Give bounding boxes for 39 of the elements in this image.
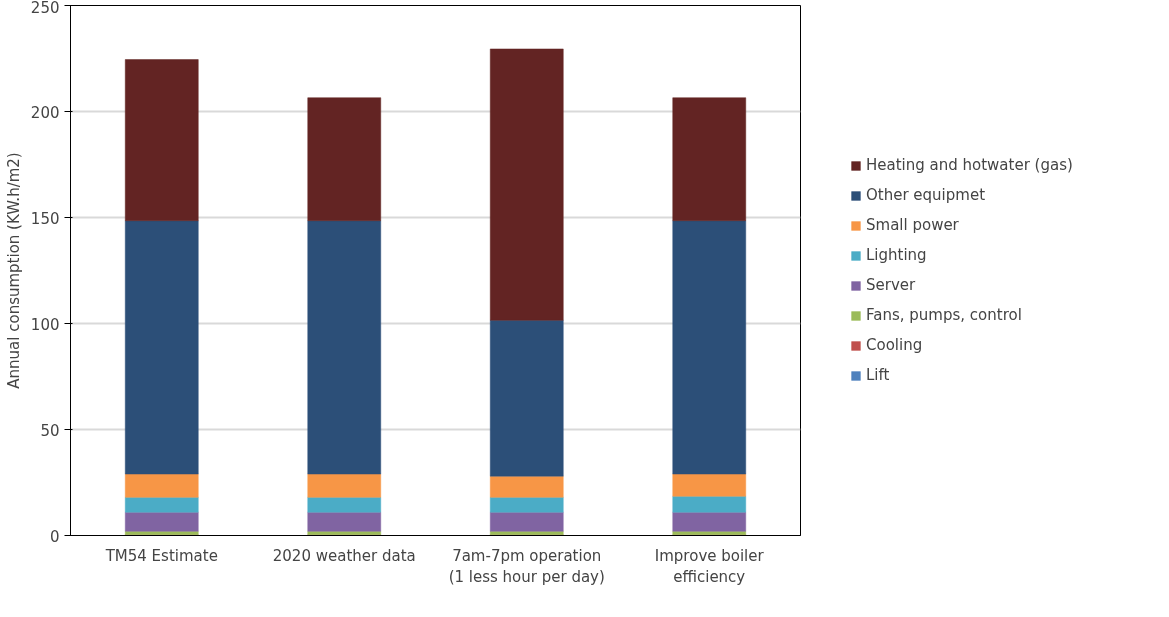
legend-label: Lighting — [866, 246, 927, 264]
bar — [490, 475, 564, 498]
bar — [125, 473, 199, 498]
y-tick-label: 200 — [30, 103, 60, 122]
legend-label: Cooling — [866, 336, 923, 354]
bar — [125, 497, 199, 513]
bar — [307, 511, 381, 532]
legend-label: Lift — [866, 366, 890, 384]
bar — [307, 497, 381, 513]
legend-label: Heating and hotwater (gas) — [866, 156, 1073, 174]
legend-label: Fans, pumps, control — [866, 306, 1022, 324]
legend-label: Other equipmet — [866, 186, 986, 204]
bar — [307, 220, 381, 475]
y-tick-label: 150 — [30, 209, 60, 228]
bar — [490, 511, 564, 532]
bar — [672, 496, 746, 513]
x-tick-label: TM54 Estimate — [104, 546, 218, 565]
bar — [672, 511, 746, 532]
bar — [307, 97, 381, 221]
y-tick-label: 50 — [40, 421, 60, 440]
bar — [672, 97, 746, 221]
bar — [490, 48, 564, 321]
y-tick-label: 100 — [30, 315, 60, 334]
bar — [125, 59, 199, 221]
legend-label: Small power — [866, 216, 959, 234]
bar — [672, 473, 746, 497]
x-tick-label: 2020 weather data — [272, 546, 416, 565]
y-tick-label: 250 — [30, 0, 60, 17]
bar — [672, 220, 746, 475]
bar — [490, 497, 564, 513]
bar — [307, 473, 381, 498]
legend-label: Server — [866, 276, 916, 294]
bar — [125, 511, 199, 532]
bar — [125, 220, 199, 475]
y-tick-label: 0 — [49, 527, 60, 546]
y-axis-title: Annual consumption (KW.h/m2) — [4, 152, 23, 389]
x-tick-label: Improve boiler efficiency — [654, 546, 765, 587]
bar — [490, 320, 564, 477]
x-tick-label: 7am-7pm operation (1 less hour per day) — [448, 546, 605, 587]
